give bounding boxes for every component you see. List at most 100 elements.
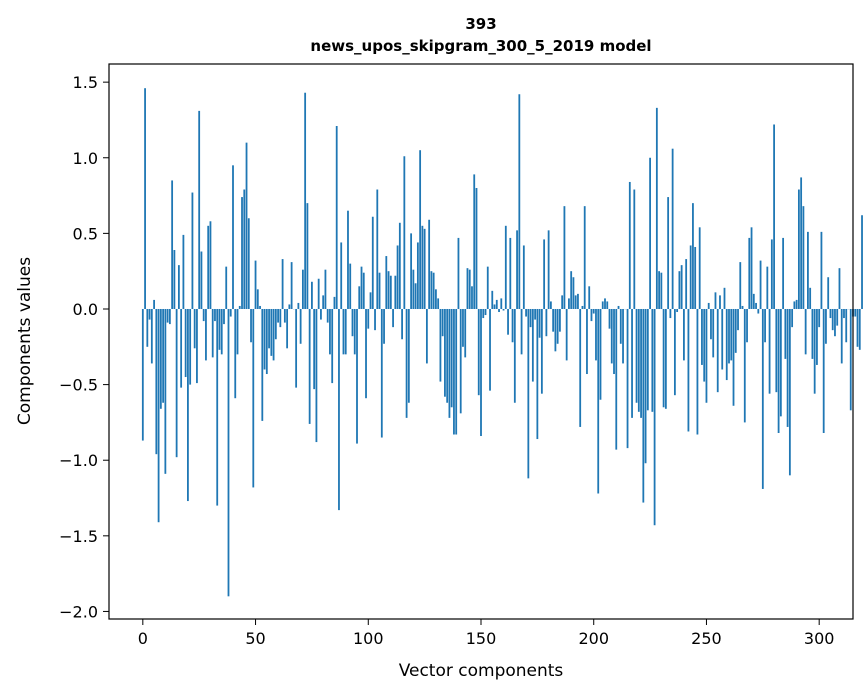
bar-component-219 — [636, 309, 638, 403]
bar-component-195 — [582, 306, 584, 309]
bar-component-285 — [784, 309, 786, 359]
chart-subtitle: news_upos_skipgram_300_5_2019 model — [310, 37, 651, 55]
bar-component-40 — [232, 165, 234, 309]
bar-component-317 — [857, 309, 859, 347]
bar-component-24 — [196, 309, 198, 383]
bar-component-12 — [169, 309, 171, 324]
bar-component-146 — [471, 286, 473, 309]
bar-component-96 — [358, 286, 360, 309]
bar-component-132 — [440, 309, 442, 382]
y-tick-label: −1.0 — [59, 451, 98, 470]
bar-component-115 — [401, 309, 403, 339]
bar-component-162 — [507, 309, 509, 335]
bar-component-166 — [516, 230, 518, 309]
bar-component-296 — [809, 288, 811, 309]
bar-component-62 — [282, 259, 284, 309]
bar-component-29 — [207, 226, 209, 309]
bar-component-184 — [557, 309, 559, 344]
bar-component-106 — [381, 309, 383, 438]
bar-component-23 — [194, 309, 196, 348]
bar-component-170 — [525, 309, 527, 317]
y-tick-label: 0.0 — [73, 300, 98, 319]
bar-component-44 — [241, 197, 243, 309]
bar-component-34 — [219, 309, 221, 350]
bar-component-277 — [766, 267, 768, 309]
bar-component-177 — [541, 309, 543, 394]
bar-component-279 — [771, 239, 773, 309]
chart-title: 393 — [465, 15, 496, 33]
bar-component-275 — [762, 309, 764, 489]
bar-component-58 — [273, 309, 275, 360]
bar-component-225 — [649, 158, 651, 309]
bar-component-138 — [453, 309, 455, 435]
bar-component-50 — [255, 261, 257, 309]
bar-component-218 — [633, 190, 635, 309]
bar-component-93 — [352, 309, 354, 336]
bar-component-8 — [160, 309, 162, 409]
bar-component-169 — [523, 245, 525, 309]
bar-component-101 — [370, 292, 372, 309]
bar-component-83 — [329, 309, 331, 354]
bar-component-156 — [494, 304, 496, 309]
x-tick-label: 150 — [466, 629, 497, 648]
bar-component-216 — [629, 182, 631, 309]
bar-component-227 — [654, 309, 656, 525]
bar-component-78 — [318, 279, 320, 309]
bar-component-267 — [744, 309, 746, 422]
bar-component-54 — [264, 309, 266, 369]
bar-component-9 — [162, 309, 164, 403]
bar-component-81 — [325, 270, 327, 309]
bar-component-217 — [631, 309, 633, 418]
bar-component-90 — [345, 309, 347, 354]
bar-component-85 — [334, 297, 336, 309]
bar-component-157 — [496, 300, 498, 309]
bar-component-127 — [428, 220, 430, 309]
bar-component-15 — [176, 309, 178, 457]
bar-component-211 — [618, 306, 620, 309]
x-tick-label: 50 — [245, 629, 265, 648]
bar-component-208 — [611, 309, 613, 363]
bar-component-311 — [843, 309, 845, 318]
bar-component-228 — [656, 108, 658, 309]
bar-component-164 — [512, 309, 514, 342]
bar-component-250 — [706, 309, 708, 403]
y-tick-label: −0.5 — [59, 376, 98, 395]
x-tick-label: 200 — [578, 629, 609, 648]
bar-component-66 — [291, 262, 293, 309]
bar-component-165 — [514, 309, 516, 403]
bar-component-249 — [703, 309, 705, 382]
bar-component-242 — [688, 309, 690, 431]
bar-component-235 — [672, 149, 674, 309]
bar-component-5 — [153, 300, 155, 309]
bar-component-70 — [300, 309, 302, 344]
bar-component-207 — [609, 309, 611, 329]
bar-component-84 — [331, 309, 333, 383]
bar-component-98 — [363, 273, 365, 309]
bar-component-95 — [356, 309, 358, 444]
bar-component-73 — [307, 203, 309, 309]
bar-component-28 — [205, 309, 207, 360]
bar-component-104 — [376, 190, 378, 309]
bar-component-79 — [320, 309, 322, 320]
bar-component-27 — [203, 309, 205, 321]
bar-component-135 — [446, 309, 448, 403]
bar-component-306 — [832, 309, 834, 330]
bar-component-262 — [733, 309, 735, 406]
bar-component-105 — [379, 273, 381, 309]
bar-component-55 — [266, 309, 268, 374]
bar-component-171 — [527, 309, 529, 478]
bar-component-282 — [778, 309, 780, 433]
bar-component-192 — [575, 295, 577, 309]
bar-component-103 — [374, 309, 376, 330]
bar-component-309 — [839, 268, 841, 309]
bar-component-158 — [498, 309, 500, 312]
bar-component-25 — [198, 111, 200, 309]
bar-component-144 — [467, 268, 469, 309]
bar-component-82 — [327, 309, 329, 323]
bar-component-109 — [388, 271, 390, 309]
bar-component-287 — [789, 309, 791, 475]
bar-component-276 — [764, 309, 766, 342]
bar-component-197 — [586, 309, 588, 374]
bar-component-226 — [651, 309, 653, 412]
